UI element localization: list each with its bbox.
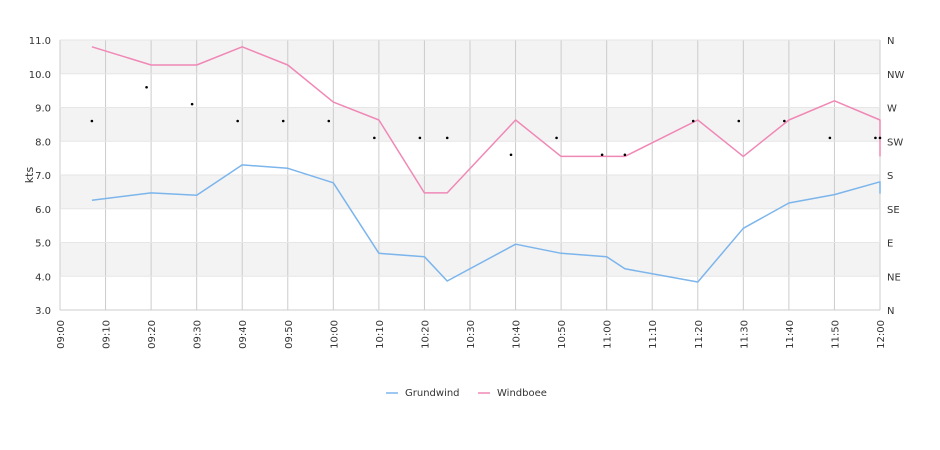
direction-point — [737, 119, 741, 123]
y2-tick-label: N — [887, 306, 894, 317]
legend-label: Windboee — [497, 388, 547, 399]
x-tick-label: 11:20 — [694, 320, 705, 349]
direction-point — [874, 136, 877, 140]
direction-point — [327, 119, 331, 123]
legend-label: Grundwind — [405, 388, 460, 399]
direction-point — [281, 119, 285, 123]
x-tick-label: 09:10 — [102, 320, 113, 349]
series-lines — [91, 46, 881, 283]
y2-tick-label: W — [887, 104, 897, 115]
y-axis-label: kts — [23, 167, 36, 184]
x-tick-label: 10:20 — [420, 320, 431, 349]
x-tick-label: 11:30 — [739, 320, 750, 349]
direction-point — [418, 136, 422, 140]
x-tick-label: 11:40 — [785, 320, 796, 349]
y2-axis-direction-ticks: N NE E SE S SW W NW N — [887, 36, 904, 317]
x-tick-label: 10:00 — [329, 320, 340, 349]
legend-item-windboee: Windboee — [478, 388, 547, 399]
x-tick-label: 10:40 — [512, 320, 523, 349]
y2-tick-label: SW — [887, 137, 903, 148]
x-tick-label: 11:00 — [603, 320, 614, 349]
direction-point — [623, 153, 627, 157]
y2-tick-label: SE — [887, 205, 900, 216]
series-line-windboee — [91, 46, 881, 194]
direction-point — [878, 136, 882, 140]
x-tick-label: 09:00 — [56, 320, 67, 349]
y-tick-label: 5.0 — [35, 239, 51, 250]
legend: Grundwind Windboee — [386, 388, 547, 399]
y-tick-label: 3.0 — [35, 306, 51, 317]
y-tick-label: 9.0 — [35, 104, 51, 115]
direction-point — [600, 153, 604, 157]
direction-point — [145, 85, 148, 89]
x-tick-label: 11:50 — [830, 320, 841, 349]
direction-point — [90, 119, 94, 123]
y-tick-label: 7.0 — [35, 171, 51, 182]
y-tick-label: 6.0 — [35, 205, 51, 216]
direction-point — [509, 153, 513, 157]
y2-tick-label: N — [887, 36, 894, 47]
direction-point — [691, 119, 695, 123]
x-tick-label: 09:40 — [238, 320, 249, 349]
direction-point — [828, 136, 832, 140]
direction-point — [373, 136, 376, 140]
horizontal-gridlines — [60, 39, 880, 311]
direction-point — [236, 119, 239, 123]
direction-point — [190, 102, 194, 106]
x-tick-label: 10:10 — [375, 320, 386, 349]
x-axis-ticks: 09:00 09:10 09:20 09:30 09:40 09:50 10:00 10:10… — [56, 320, 887, 349]
legend-item-grundwind: Grundwind — [386, 388, 460, 399]
direction-point — [783, 119, 786, 123]
direction-point — [555, 136, 558, 140]
series-line-grundwind — [91, 164, 881, 283]
x-tick-label: 11:10 — [648, 320, 659, 349]
y2-tick-label: S — [887, 171, 893, 182]
y2-tick-label: NE — [887, 272, 901, 283]
y-axis-ticks: 3.0 4.0 5.0 6.0 7.0 8.0 9.0 10.0 11.0 — [29, 36, 51, 317]
direction-points — [90, 85, 882, 157]
y-tick-label: 10.0 — [29, 70, 51, 81]
x-tick-label: 10:30 — [466, 320, 477, 349]
x-tick-label: 09:50 — [284, 320, 295, 349]
x-tick-label: 12:00 — [876, 320, 887, 349]
y2-tick-label: E — [887, 239, 893, 250]
y-tick-label: 8.0 — [35, 137, 51, 148]
x-tick-label: 10:50 — [557, 320, 568, 349]
y2-tick-label: NW — [887, 70, 904, 81]
direction-point — [445, 136, 449, 140]
y-tick-label: 11.0 — [29, 36, 51, 47]
x-tick-label: 09:30 — [193, 320, 204, 349]
y-tick-label: 4.0 — [35, 272, 51, 283]
x-tick-label: 09:20 — [147, 320, 158, 349]
